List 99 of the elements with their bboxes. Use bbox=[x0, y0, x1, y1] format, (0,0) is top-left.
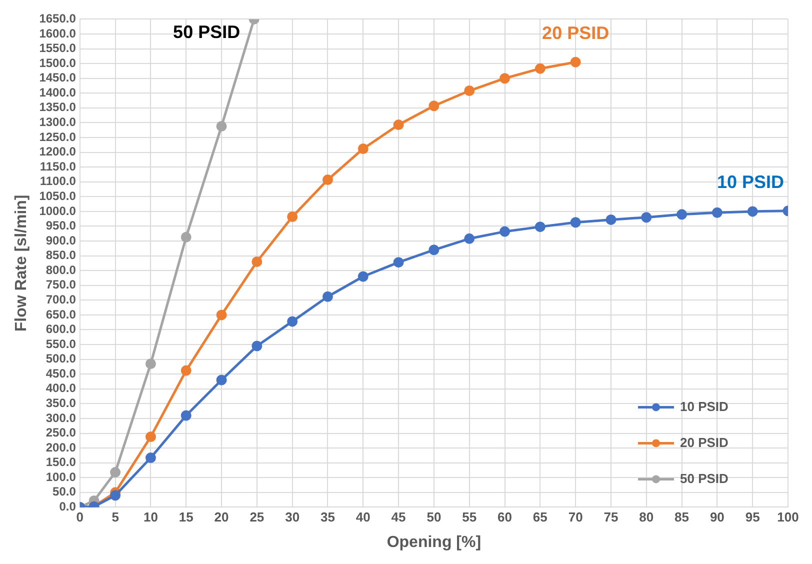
point bbox=[712, 207, 722, 218]
y-tick-label: 200.0 bbox=[46, 440, 76, 454]
x-tick-label: 15 bbox=[178, 510, 194, 525]
y-tick-label: 250.0 bbox=[46, 426, 76, 440]
point bbox=[428, 244, 440, 256]
x-axis-title: Opening [%] bbox=[386, 534, 482, 551]
point bbox=[428, 100, 440, 112]
y-tick-label: 750.0 bbox=[46, 278, 76, 292]
point bbox=[322, 291, 333, 302]
y-tick-label: 100.0 bbox=[46, 470, 76, 484]
y-tick-label: 550.0 bbox=[46, 336, 76, 351]
x-tick-label: 65 bbox=[532, 510, 548, 525]
annotation: 20 PSID bbox=[542, 23, 610, 44]
y-tick-label: 850.0 bbox=[46, 248, 76, 262]
point bbox=[216, 310, 227, 320]
point bbox=[145, 432, 156, 442]
point bbox=[322, 174, 333, 186]
y-tick-label: 150.0 bbox=[46, 455, 76, 470]
y-tick-label: 900.0 bbox=[46, 233, 76, 248]
point bbox=[676, 209, 688, 220]
y-tick-label: 1200.0 bbox=[39, 144, 76, 159]
legend-label: 20 PSID bbox=[680, 434, 728, 450]
point bbox=[180, 232, 192, 242]
y-axis-title: Flow Rate [sl/min] bbox=[13, 194, 30, 332]
x-tick-label: 40 bbox=[356, 510, 370, 525]
y-tick-label: 500.0 bbox=[46, 352, 76, 366]
y-tick-label: 1150.0 bbox=[40, 159, 76, 174]
point bbox=[252, 340, 262, 352]
point bbox=[145, 358, 156, 370]
point bbox=[393, 120, 404, 130]
point bbox=[358, 143, 368, 154]
annotation: 50 PSID bbox=[173, 22, 240, 42]
y-tick-label: 450.0 bbox=[46, 366, 76, 380]
y-tick-label: 1500.0 bbox=[39, 56, 76, 70]
point bbox=[216, 374, 227, 386]
x-tick-label: 90 bbox=[710, 510, 724, 525]
y-tick-label: 1250.0 bbox=[39, 130, 76, 144]
y-tick-label: 800.0 bbox=[46, 262, 76, 277]
point bbox=[500, 226, 510, 237]
y-tick-label: 1300.0 bbox=[39, 115, 76, 130]
y-tick-label: 1600.0 bbox=[39, 26, 76, 40]
y-tick-label: 700.0 bbox=[46, 292, 76, 306]
point bbox=[110, 490, 121, 501]
y-tick-label: 950.0 bbox=[46, 218, 76, 233]
point bbox=[216, 121, 227, 132]
x-tick-label: 30 bbox=[285, 510, 300, 525]
x-tick-label: 75 bbox=[604, 510, 618, 525]
point bbox=[534, 222, 546, 232]
y-tick-label: 1450.0 bbox=[39, 70, 76, 85]
x-tick-label: 80 bbox=[639, 510, 654, 525]
x-tick-label: 70 bbox=[568, 510, 583, 525]
point bbox=[180, 410, 192, 421]
y-tick-label: 50.0 bbox=[52, 484, 76, 499]
y-tick-label: 400.0 bbox=[46, 381, 76, 396]
x-tick-label: 10 bbox=[143, 510, 158, 525]
y-tick-label: 1650.0 bbox=[39, 12, 76, 26]
point bbox=[393, 257, 404, 268]
point bbox=[500, 73, 510, 84]
legend-label: 10 PSID bbox=[680, 398, 728, 414]
point bbox=[747, 206, 758, 217]
point bbox=[252, 256, 262, 267]
point bbox=[145, 452, 156, 464]
point bbox=[570, 217, 581, 228]
point bbox=[464, 233, 475, 244]
point bbox=[606, 214, 616, 225]
point bbox=[287, 212, 298, 222]
x-tick-label: 95 bbox=[745, 510, 760, 525]
x-tick-label: 20 bbox=[214, 510, 229, 525]
y-tick-label: 350.0 bbox=[46, 396, 76, 410]
point bbox=[464, 86, 475, 96]
x-tick-label: 45 bbox=[391, 510, 406, 525]
y-tick-label: 1000.0 bbox=[39, 204, 76, 218]
point bbox=[570, 56, 581, 68]
x-tick-label: 35 bbox=[320, 510, 335, 525]
point bbox=[641, 212, 652, 223]
point bbox=[110, 467, 121, 478]
y-tick-label: 0.0 bbox=[59, 500, 76, 514]
x-tick-label: 60 bbox=[498, 510, 512, 525]
y-tick-label: 1400.0 bbox=[39, 85, 76, 100]
legend-label: 50 PSID bbox=[680, 470, 728, 486]
point bbox=[287, 316, 298, 327]
y-tick-label: 1350.0 bbox=[39, 100, 76, 114]
annotation: 10 PSID bbox=[716, 172, 784, 192]
x-tick-label: 50 bbox=[426, 510, 442, 525]
x-tick-label: 0 bbox=[76, 510, 84, 525]
y-tick-label: 1550.0 bbox=[39, 41, 76, 56]
x-tick-label: 85 bbox=[674, 510, 690, 525]
y-tick-label: 300.0 bbox=[46, 410, 76, 425]
point bbox=[180, 365, 192, 376]
x-tick-label: 55 bbox=[462, 510, 477, 525]
x-tick-label: 100 bbox=[777, 510, 799, 525]
y-tick-label: 650.0 bbox=[46, 307, 76, 322]
x-tick-label: 25 bbox=[250, 510, 264, 525]
y-tick-label: 600.0 bbox=[46, 322, 76, 336]
point bbox=[534, 63, 546, 74]
y-tick-label: 1100.0 bbox=[40, 174, 76, 188]
x-tick-label: 5 bbox=[112, 510, 119, 525]
point bbox=[358, 271, 368, 282]
y-tick-label: 1050.0 bbox=[39, 188, 76, 203]
